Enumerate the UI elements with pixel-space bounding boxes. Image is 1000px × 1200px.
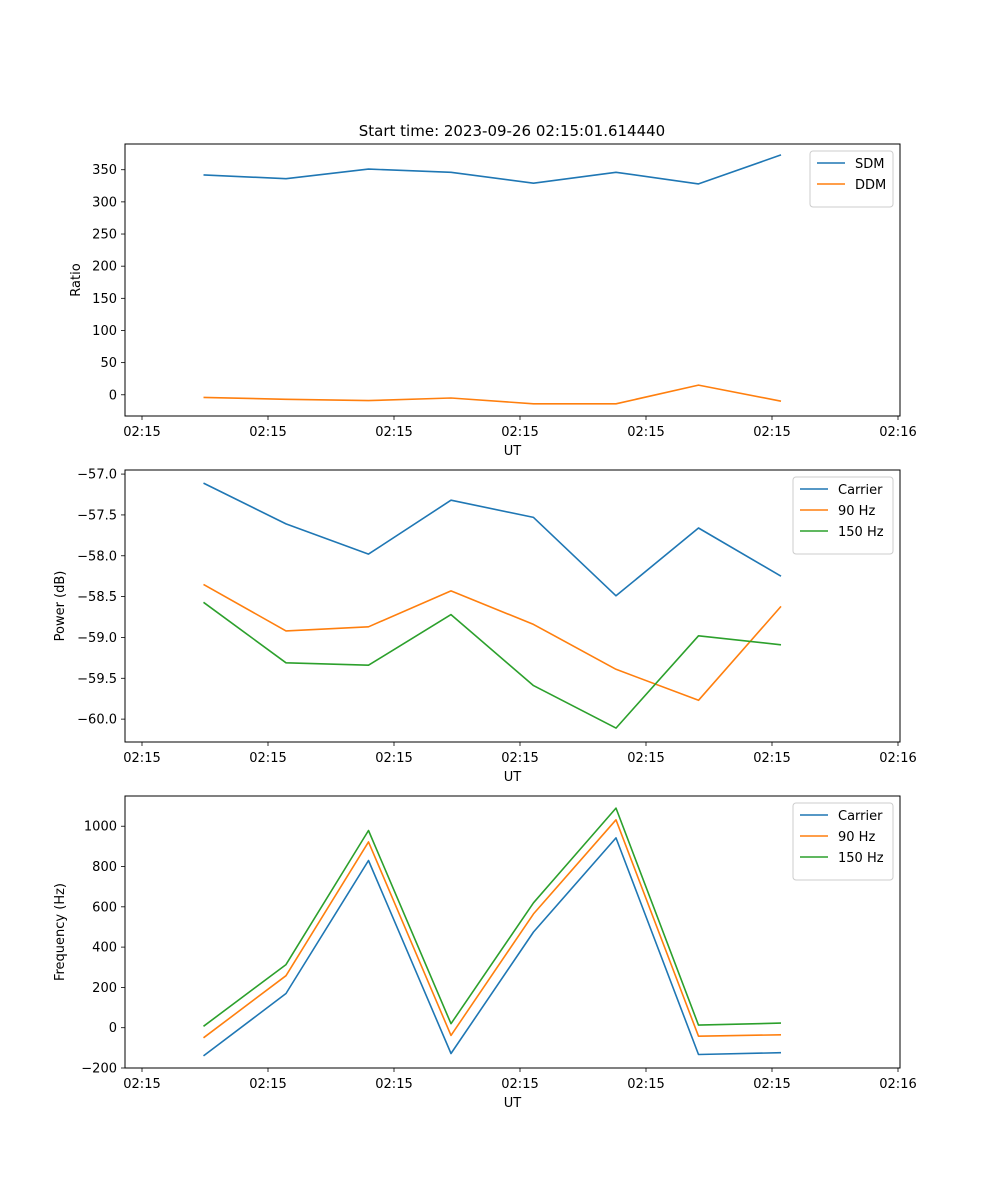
x-axis-label: UT [504, 770, 522, 785]
x-tick-label: 02:15 [123, 1077, 160, 1092]
x-tick-label: 02:15 [375, 425, 412, 440]
x-tick-label: 02:15 [753, 751, 790, 766]
x-tick-label: 02:15 [627, 751, 664, 766]
y-tick-label: 100 [92, 324, 117, 339]
y-tick-label: 0 [109, 1021, 117, 1036]
x-tick-label: 02:15 [123, 751, 160, 766]
x-tick-label: 02:15 [501, 1077, 538, 1092]
y-tick-label: 0 [109, 388, 117, 403]
legend-box [792, 802, 894, 881]
legend: Carrier 90 Hz 150 Hz [792, 802, 894, 881]
chart-panel-1: 02:15 02:15 02:15 02:15 02:15 02:15 02:16 0 50 10… [69, 143, 917, 459]
y-axis-label: Frequency (Hz) [53, 883, 68, 981]
panels: 02:15 02:15 02:15 02:15 02:15 02:15 02:16 0 50 10… [53, 143, 917, 1111]
y-tick-label: −58.0 [77, 549, 117, 564]
axes-frame [124, 469, 901, 743]
x-tick-label: 02:15 [249, 751, 286, 766]
legend-box [792, 476, 894, 555]
y-tick-label: −57.5 [77, 508, 117, 523]
x-tick-label: 02:15 [375, 751, 412, 766]
x-tick-label: 02:16 [879, 425, 916, 440]
x-tick-label: 02:15 [249, 1077, 286, 1092]
x-tick-label: 02:15 [627, 425, 664, 440]
y-tick-label: 400 [92, 941, 117, 956]
y-axis-label: Ratio [69, 263, 84, 296]
x-tick-label: 02:15 [123, 425, 160, 440]
series-line-150-hz [203, 807, 782, 1027]
legend-entry: 90 Hz [838, 830, 875, 845]
chart-panel-2: 02:15 02:15 02:15 02:15 02:15 02:15 02:16 −60.0… [53, 468, 917, 785]
series-line-sdm [203, 154, 782, 185]
y-tick-label: 600 [92, 900, 117, 915]
series-line-carrier [203, 837, 782, 1057]
y-tick-label: −58.5 [77, 590, 117, 605]
legend-entry: DDM [855, 178, 886, 193]
y-tick-label: −59.0 [77, 631, 117, 646]
y-tick-label: −200 [81, 1062, 117, 1077]
y-tick-label: −57.0 [77, 468, 117, 483]
legend: SDM DDM [809, 150, 894, 208]
y-tick-label: 300 [92, 195, 117, 210]
y-tick-label: 200 [92, 981, 117, 996]
series-line-150-hz [203, 601, 782, 729]
legend-entry: 150 Hz [838, 851, 884, 866]
legend-entry: 90 Hz [838, 504, 875, 519]
axes-frame [124, 795, 901, 1069]
y-axis-label: Power (dB) [53, 571, 68, 642]
y-tick-label: 1000 [84, 820, 117, 835]
x-tick-label: 02:15 [501, 425, 538, 440]
x-tick-label: 02:15 [249, 425, 286, 440]
y-tick-label: 250 [92, 228, 117, 243]
y-tick-label: 350 [92, 163, 117, 178]
axes-frame [124, 143, 901, 417]
x-axis-label: UT [504, 1096, 522, 1111]
legend-entry: 150 Hz [838, 525, 884, 540]
series-line-90-hz [203, 818, 782, 1039]
legend-entry: Carrier [838, 483, 883, 498]
x-tick-label: 02:15 [375, 1077, 412, 1092]
legend-box [809, 150, 894, 208]
figure-title: Start time: 2023-09-26 02:15:01.614440 [359, 122, 665, 140]
legend-entry: SDM [855, 157, 884, 172]
x-tick-label: 02:16 [879, 1077, 916, 1092]
y-tick-label: −60.0 [77, 713, 117, 728]
series-line-90-hz [203, 583, 782, 702]
legend: Carrier 90 Hz 150 Hz [792, 476, 894, 555]
x-tick-label: 02:16 [879, 751, 916, 766]
x-tick-label: 02:15 [501, 751, 538, 766]
y-tick-label: 50 [100, 356, 117, 371]
legend-entry: Carrier [838, 809, 883, 824]
y-tick-label: 150 [92, 292, 117, 307]
x-tick-label: 02:15 [753, 425, 790, 440]
x-axis-label: UT [504, 444, 522, 459]
y-tick-label: 200 [92, 260, 117, 275]
x-tick-label: 02:15 [753, 1077, 790, 1092]
series-line-carrier [203, 482, 782, 597]
y-tick-label: −59.5 [77, 672, 117, 687]
x-tick-label: 02:15 [627, 1077, 664, 1092]
chart-panel-3: 02:15 02:15 02:15 02:15 02:15 02:15 02:16 −200 0… [53, 795, 917, 1111]
series-line-ddm [203, 384, 782, 405]
y-tick-label: 800 [92, 860, 117, 875]
